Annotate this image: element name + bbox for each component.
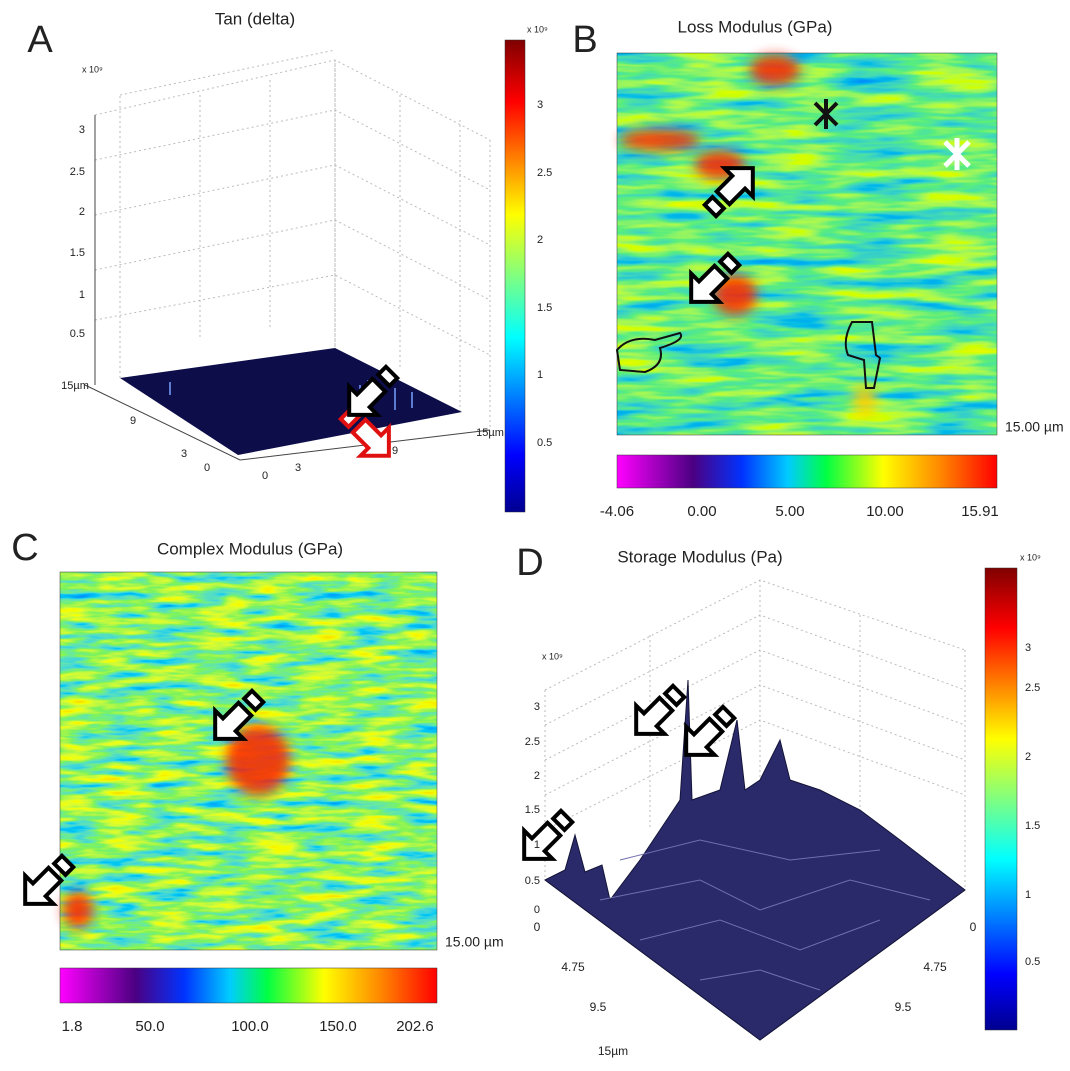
y-tick-label: 15µm [61,380,89,392]
y-tick-label: 9 [130,415,136,427]
x-tick-label: 0 [534,920,541,934]
colorbar-tick-label: 15.91 [961,503,999,520]
scale-label: 15.00 µm [445,934,504,950]
z-tick-label: 1.5 [525,804,540,816]
y-tick-label: 9.5 [895,1000,912,1014]
z-tick-label: 1.5 [70,247,85,259]
x-tick-label: 3 [295,462,301,474]
colorbar-tick-label: 2.5 [537,167,552,179]
z-tick-label: 2 [534,770,540,782]
panel-letter: C [11,527,38,569]
panel-c-plot [11,572,437,1003]
panel-title: Loss Modulus (GPa) [678,17,833,36]
scale-label: 15.00 µm [1005,419,1064,435]
z-tick-label: 0.5 [70,328,85,340]
colorbar-tick-label: 1 [1025,889,1031,901]
colorbar-tick-label: 2.5 [1025,682,1040,694]
x-tick-label: 15µm [598,1044,628,1058]
colorbar-tick-label: 202.6 [396,1018,434,1035]
colorbar-tick-label: 3 [537,99,543,111]
colorbar-tick-label: 100.0 [231,1018,269,1035]
colorbar-tick-label: 1 [537,369,543,381]
colorbar-tick-label: 50.0 [135,1018,164,1035]
z-tick-label: 0.5 [525,875,540,887]
y-tick-label: 4.75 [923,960,947,974]
colorbar-tick-label: 3 [1025,642,1031,654]
panel-letter: A [27,19,53,61]
x-tick-label: 0 [262,470,268,482]
colorbar-tick-label: 5.00 [775,503,804,520]
colorbar-tick-label: 0.00 [687,503,716,520]
z-tick-label: 3 [79,124,85,136]
panel-title: Complex Modulus (GPa) [157,539,343,558]
x-tick-label: 9 [392,445,398,457]
y-tick-label: 3 [181,448,187,460]
z-tick-label: 1 [79,289,85,301]
y-tick-label: 0 [970,920,977,934]
colorbar-tick-label: 150.0 [319,1018,357,1035]
colorbar-tick-label: 0.5 [1025,956,1040,968]
colorbar-tick-label: 0.5 [537,437,552,449]
colorbar-tick-label: 1.8 [62,1018,83,1035]
multiplier: x 10⁹ [542,651,563,661]
panel-b-plot [617,53,997,488]
colorbar-multiplier: x 10⁹ [527,24,548,34]
z-tick-label: 0 [534,904,540,916]
colorbar-tick-label: 2 [1025,751,1031,763]
z-tick-label: 2.5 [70,166,85,178]
panel-letter: D [516,542,543,584]
multiplier: x 10⁹ [82,64,103,74]
y-tick-label: 0 [204,462,210,474]
colorbar-tick-label: 1.5 [1025,820,1040,832]
panel-title: Storage Modulus (Pa) [617,547,782,566]
figure: A B C D Tan (delta) Loss Modulus (GPa) Complex… [0,0,1070,1066]
x-tick-label: 4.75 [561,960,585,974]
z-tick-label: 2 [79,206,85,218]
panel-a-plot [85,40,525,512]
colorbar-tick-label: 10.00 [866,503,904,520]
colorbar-tick-label: 1.5 [537,302,552,314]
colorbar-multiplier: x 10⁹ [1020,552,1041,562]
colorbar-tick-label: 2 [537,234,543,246]
z-tick-label: 2.5 [525,736,540,748]
panel-title: Tan (delta) [215,9,295,28]
x-tick-label: 15µm [476,427,504,439]
x-tick-label: 9.5 [590,1000,607,1014]
panel-letter: B [572,19,597,61]
colorbar-tick-label: -4.06 [600,503,634,520]
z-tick-label: 1 [534,839,540,851]
z-tick-label: 3 [534,701,540,713]
